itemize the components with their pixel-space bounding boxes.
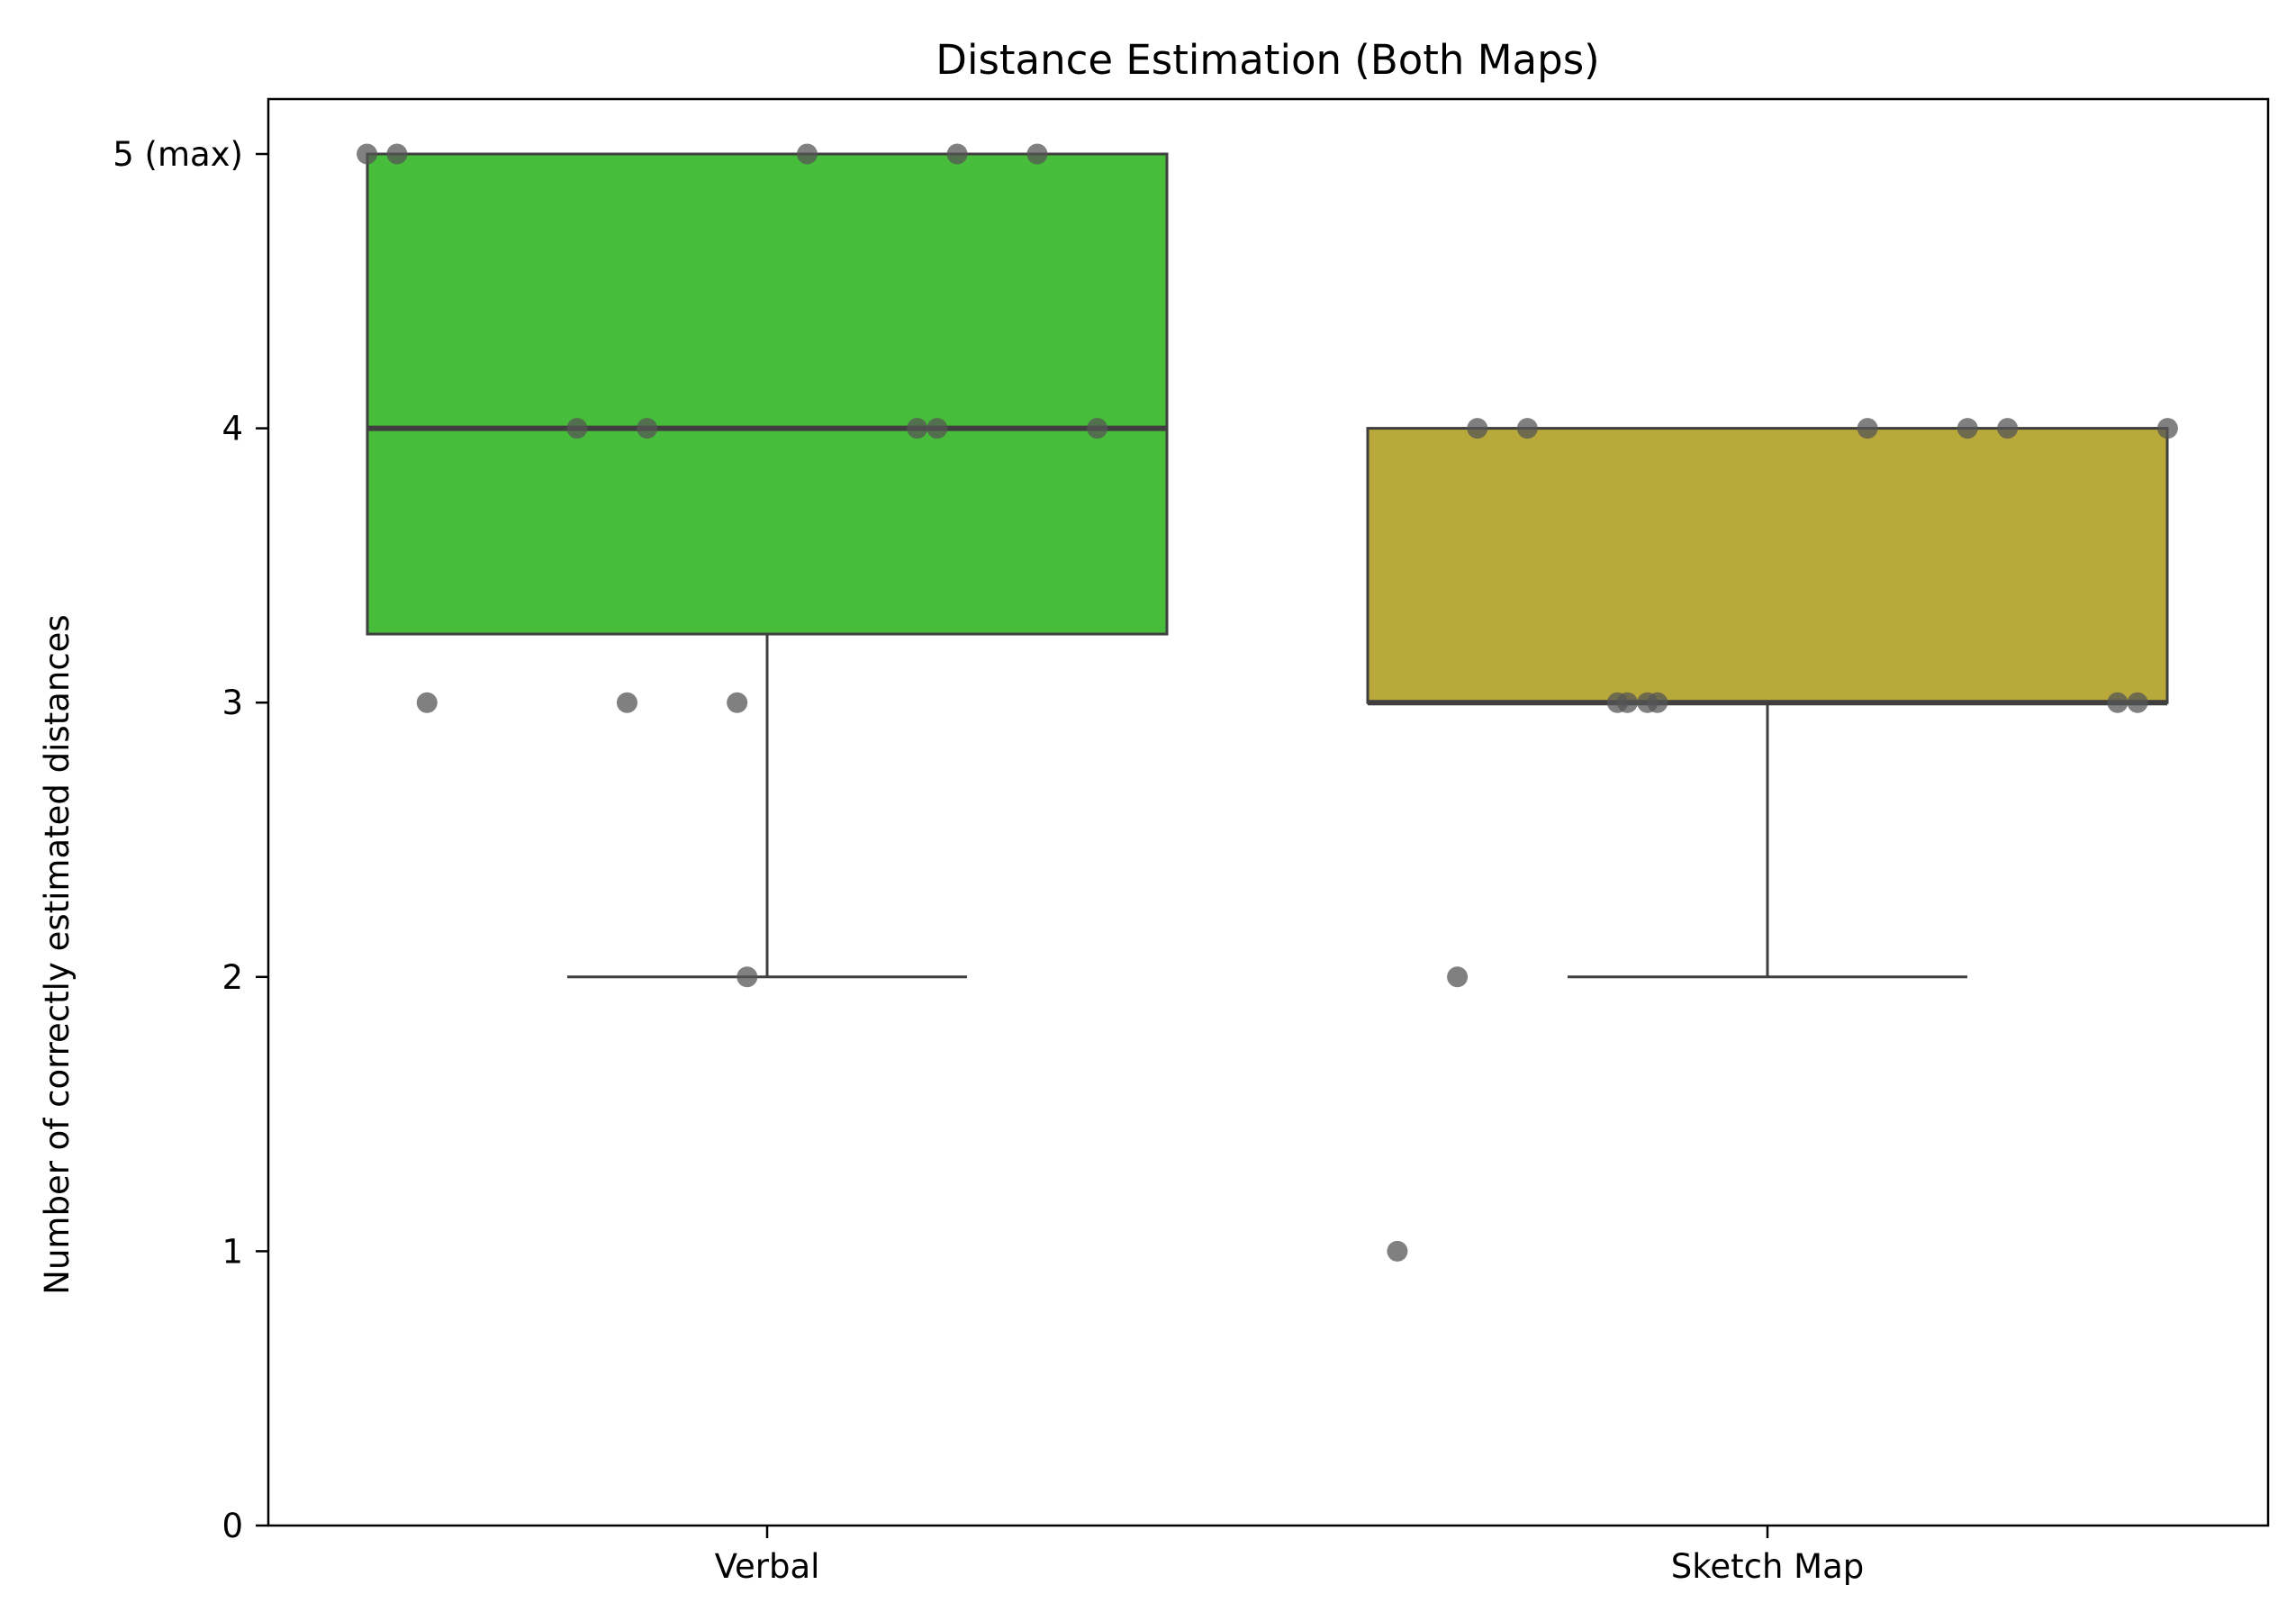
point-verbal-1: [386, 143, 408, 165]
chart-title: Distance Estimation (Both Maps): [936, 36, 1599, 84]
x-tick-label-sketch-map: Sketch Map: [1671, 1547, 1865, 1586]
axes: 0 1 2 3 4 5 (max) Verbal Sketch Map: [113, 135, 1864, 1586]
point-verbal-12: [727, 692, 748, 713]
point-sketch-map-7: [1616, 692, 1638, 713]
y-tick-label-4: 4: [221, 410, 243, 448]
point-sketch-map-4: [1997, 418, 2019, 439]
point-verbal-11: [616, 692, 637, 713]
x-tick-label-verbal: Verbal: [715, 1547, 820, 1586]
y-axis-label: Number of correctly estimated distances: [38, 614, 77, 1294]
point-verbal-0: [357, 143, 378, 165]
point-sketch-map-5: [2156, 418, 2178, 439]
point-sketch-map-11: [2127, 692, 2148, 713]
point-verbal-4: [1026, 143, 1048, 165]
point-sketch-map-0: [1467, 418, 1488, 439]
point-verbal-5: [566, 418, 588, 439]
box-verbal: [366, 152, 1169, 636]
y-tick-label-3: 3: [221, 684, 243, 722]
y-tick-label-2: 2: [221, 958, 243, 997]
point-verbal-3: [946, 143, 968, 165]
point-sketch-map-3: [1957, 418, 1978, 439]
point-verbal-2: [796, 143, 818, 165]
y-tick-label-1: 1: [221, 1232, 243, 1271]
point-sketch-map-12: [1447, 966, 1469, 988]
plot-area: [357, 143, 2178, 1262]
point-verbal-10: [416, 692, 438, 713]
point-verbal-6: [637, 418, 658, 439]
point-verbal-7: [907, 418, 928, 439]
y-tick-label-5: 5 (max): [113, 135, 243, 174]
point-sketch-map-2: [1857, 418, 1878, 439]
y-tick-label-0: 0: [221, 1507, 243, 1545]
point-sketch-map-10: [2107, 692, 2129, 713]
point-sketch-map-9: [1647, 692, 1668, 713]
point-sketch-map-13: [1387, 1240, 1408, 1262]
plot-frame: [267, 97, 2270, 1527]
point-verbal-9: [1087, 418, 1108, 439]
point-sketch-map-1: [1516, 418, 1538, 439]
point-verbal-13: [737, 966, 758, 988]
point-verbal-8: [927, 418, 948, 439]
box-sketch-map: [1366, 427, 2169, 704]
